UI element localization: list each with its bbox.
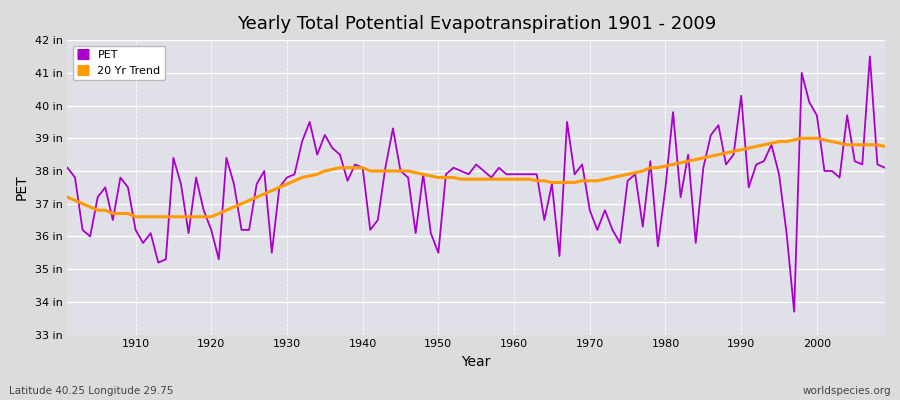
20 Yr Trend xyxy=(297,175,308,180)
PET xyxy=(788,309,799,314)
20 Yr Trend xyxy=(608,175,618,180)
X-axis label: Year: Year xyxy=(462,355,490,369)
PET xyxy=(865,54,876,59)
PET xyxy=(599,208,610,213)
PET xyxy=(508,172,519,177)
20 Yr Trend xyxy=(130,214,141,219)
Y-axis label: PET: PET xyxy=(15,174,29,200)
PET xyxy=(122,185,133,190)
20 Yr Trend xyxy=(879,144,890,149)
20 Yr Trend xyxy=(122,211,133,216)
PET xyxy=(62,165,73,170)
PET xyxy=(335,152,346,157)
Line: PET: PET xyxy=(68,56,885,312)
PET xyxy=(879,165,890,170)
Legend: PET, 20 Yr Trend: PET, 20 Yr Trend xyxy=(73,46,165,80)
20 Yr Trend xyxy=(508,177,519,182)
20 Yr Trend xyxy=(342,165,353,170)
Title: Yearly Total Potential Evapotranspiration 1901 - 2009: Yearly Total Potential Evapotranspiratio… xyxy=(237,15,716,33)
20 Yr Trend xyxy=(62,195,73,200)
20 Yr Trend xyxy=(517,177,527,182)
PET xyxy=(501,172,512,177)
Line: 20 Yr Trend: 20 Yr Trend xyxy=(68,138,885,217)
20 Yr Trend xyxy=(796,136,807,141)
PET xyxy=(289,172,300,177)
Text: worldspecies.org: worldspecies.org xyxy=(803,386,891,396)
Text: Latitude 40.25 Longitude 29.75: Latitude 40.25 Longitude 29.75 xyxy=(9,386,174,396)
